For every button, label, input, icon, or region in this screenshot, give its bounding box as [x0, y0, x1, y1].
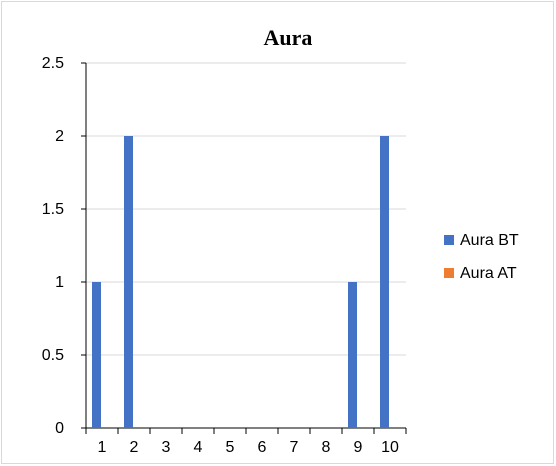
bars [92, 136, 389, 428]
x-tick-label: 10 [381, 439, 399, 456]
bar-aura-bt [348, 282, 357, 428]
x-tick-label: 5 [226, 439, 235, 456]
y-tick-label: 1.5 [42, 201, 64, 218]
y-tick-label: 2.5 [42, 55, 64, 72]
y-tick-label: 0.5 [42, 347, 64, 364]
legend-swatch [444, 268, 454, 278]
x-tick-label: 7 [290, 439, 299, 456]
x-tick-label: 9 [354, 439, 363, 456]
x-tick-label: 4 [194, 439, 203, 456]
x-axis: 1 2 3 4 5 6 7 8 9 10 [85, 427, 407, 456]
bar-aura-bt [92, 282, 101, 428]
x-tick-label: 6 [258, 439, 267, 456]
x-tick-label: 2 [130, 439, 139, 456]
y-tick-label: 0 [55, 420, 64, 437]
chart-title: Aura [264, 25, 313, 50]
bar-aura-bt [380, 136, 389, 428]
gridlines [86, 62, 406, 356]
legend: Aura BT Aura AT [444, 232, 519, 282]
y-axis: 0 0.5 1 1.5 2 2.5 [42, 55, 87, 437]
legend-label: Aura BT [460, 232, 519, 249]
bar-aura-bt [124, 136, 133, 428]
legend-swatch [444, 235, 454, 245]
x-tick-label: 3 [162, 439, 171, 456]
y-tick-label: 2 [55, 128, 64, 145]
x-tick-label: 1 [98, 439, 107, 456]
y-tick-label: 1 [55, 274, 64, 291]
x-tick-label: 8 [322, 439, 331, 456]
legend-label: Aura AT [460, 265, 517, 282]
